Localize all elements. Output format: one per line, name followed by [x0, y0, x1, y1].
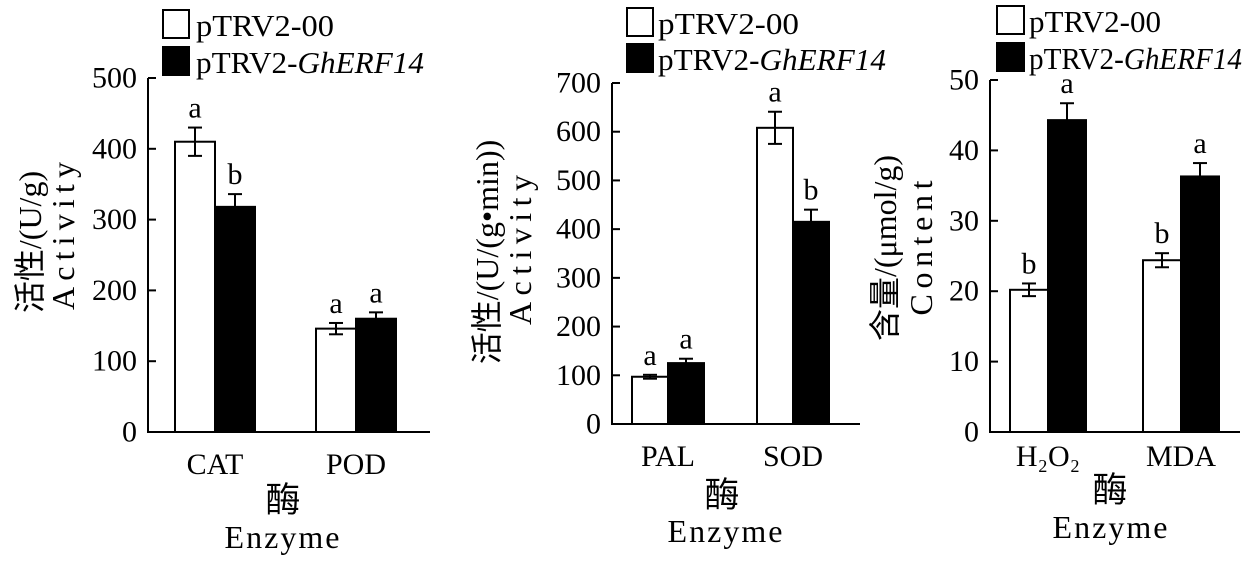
y-tick-label-10: 10: [949, 345, 979, 378]
y-axis-label-chinese: 含量/(μmol/g): [867, 155, 903, 341]
error-bar-sod-ptrv2-gherf14: [804, 208, 818, 236]
legend-swatch-ptrv2-00: [626, 7, 654, 37]
legend-label-plain-part: pTRV2-: [658, 42, 759, 77]
y-tick-label-200: 200: [556, 310, 601, 343]
x-axis-label-chinese: 酶: [1092, 471, 1127, 510]
y-tick-label-0: 0: [964, 416, 979, 449]
y-tick-label-500: 500: [92, 62, 137, 95]
y-tick-label-300: 300: [92, 203, 137, 236]
bar-sod-ptrv2-gherf14: [792, 220, 830, 425]
bar-pod-ptrv2-gherf14: [355, 317, 397, 433]
bar-pal-ptrv2-gherf14: [667, 362, 705, 426]
x-category-label-sod: SOD: [763, 440, 823, 473]
legend-label-ptrv2-00: pTRV2-00: [196, 8, 334, 43]
bar-pal-ptrv2-00: [631, 375, 669, 425]
error-bar-sod-ptrv2-00: [768, 110, 782, 145]
x-category-label-mda: MDA: [1146, 440, 1216, 473]
legend-label-ptrv2-gherf14: pTRV2-GhERF14: [1029, 41, 1242, 76]
x-axis-label-english: Enzyme: [225, 519, 340, 555]
significance-letter-h2o2-ptrv2-gherf14: a: [1060, 67, 1073, 100]
y-tick-label-20: 20: [949, 275, 979, 308]
legend-label-italic-part: GhERF14: [759, 42, 886, 77]
x-category-label-pod: POD: [326, 448, 386, 481]
legend-swatch-ptrv2-gherf14: [162, 46, 190, 76]
significance-letter-h2o2-ptrv2-00: b: [1022, 247, 1037, 280]
x-category-label-h2o2: H₂O₂: [1016, 440, 1080, 473]
bar-mda-ptrv2-gherf14: [1180, 175, 1220, 433]
legend-swatch-ptrv2-gherf14: [996, 42, 1025, 72]
legend-swatch-ptrv2-00: [996, 5, 1025, 35]
x-category-label-cat: CAT: [187, 448, 244, 481]
error-bar-h2o2-ptrv2-gherf14: [1060, 102, 1074, 139]
error-bar-h2o2-ptrv2-00: [1022, 282, 1036, 298]
y-axis-label-chinese: 活性/(U/(g•min)): [469, 140, 505, 365]
bar-sod-ptrv2-00: [756, 126, 794, 426]
x-axis-label-english: Enzyme: [1053, 509, 1168, 545]
y-tick-label-50: 50: [949, 64, 979, 97]
y-tick-label-700: 700: [556, 67, 601, 100]
y-tick-label-400: 400: [92, 132, 137, 165]
error-bar-cat-ptrv2-gherf14: [228, 193, 242, 221]
legend-label-ptrv2-gherf14: pTRV2-GhERF14: [658, 42, 886, 77]
y-tick-label-30: 30: [949, 204, 979, 237]
legend-label-plain-part: pTRV2-: [196, 45, 297, 80]
y-tick-label-500: 500: [556, 164, 601, 197]
y-axis-label-chinese: 活性/(U/g): [12, 171, 48, 313]
legend-label-ptrv2-00: pTRV2-00: [1029, 4, 1161, 39]
y-tick-label-0: 0: [122, 416, 137, 449]
error-bar-pal-ptrv2-gherf14: [679, 357, 693, 369]
bar-mda-ptrv2-00: [1142, 259, 1182, 433]
significance-letter-pal-ptrv2-gherf14: a: [679, 323, 692, 356]
legend-label-ptrv2-00: pTRV2-00: [658, 6, 799, 41]
bar-cat-ptrv2-00: [174, 140, 216, 433]
significance-letter-pal-ptrv2-00: a: [643, 339, 656, 372]
significance-letter-cat-ptrv2-00: a: [188, 92, 201, 125]
y-axis-label-english: Activity: [502, 175, 538, 325]
significance-letter-sod-ptrv2-gherf14: b: [804, 174, 819, 207]
chart-marks: 0 10 20 30 40 50 b a H₂O₂ b a MDA pTRV2-00pTRV2-GhER…: [949, 4, 1242, 473]
x-axis-label-chinese: 酶: [704, 476, 739, 515]
y-tick-label-400: 400: [556, 213, 601, 246]
error-bar-pod-ptrv2-gherf14: [369, 311, 383, 327]
y-tick-label-100: 100: [556, 359, 601, 392]
legend-label-italic-part: GhERF14: [1124, 41, 1242, 76]
significance-letter-mda-ptrv2-gherf14: a: [1193, 127, 1206, 160]
y-axis-label-english: Activity: [45, 162, 81, 310]
error-bar-pod-ptrv2-00: [329, 321, 343, 336]
bar-cat-ptrv2-gherf14: [214, 205, 256, 433]
bar-pod-ptrv2-00: [315, 327, 357, 433]
significance-letter-pod-ptrv2-00: a: [329, 287, 342, 320]
legend-label-ptrv2-gherf14: pTRV2-GhERF14: [196, 45, 424, 80]
x-axis-label-english: Enzyme: [668, 513, 783, 549]
x-category-label-pal: PAL: [641, 440, 695, 473]
y-tick-label-40: 40: [949, 134, 979, 167]
y-axis-label-english: Content: [903, 180, 939, 315]
significance-letter-sod-ptrv2-00: a: [768, 76, 781, 109]
y-tick-label-600: 600: [556, 115, 601, 148]
bar-h2o2-ptrv2-gherf14: [1047, 119, 1087, 434]
y-tick-label-300: 300: [556, 261, 601, 294]
legend-swatch-ptrv2-gherf14: [626, 43, 654, 73]
chart-h2o2-mda-content: 0 10 20 30 40 50 b a H₂O₂ b a MDA pTRV2-00pTRV2-GhER…: [867, 4, 1242, 545]
bar-h2o2-ptrv2-00: [1009, 288, 1049, 433]
error-bar-cat-ptrv2-00: [188, 126, 202, 157]
legend-label-plain-part: pTRV2-: [1029, 41, 1124, 76]
legend-label-italic-part: GhERF14: [297, 45, 424, 80]
error-bar-mda-ptrv2-00: [1155, 252, 1169, 269]
x-axis-label-chinese: 酶: [265, 481, 300, 520]
significance-letter-mda-ptrv2-00: b: [1155, 217, 1170, 250]
significance-letter-cat-ptrv2-gherf14: b: [228, 158, 243, 191]
legend-swatch-ptrv2-00: [162, 9, 190, 39]
y-tick-label-100: 100: [92, 345, 137, 378]
significance-letter-pod-ptrv2-gherf14: a: [369, 276, 382, 309]
error-bar-pal-ptrv2-00: [643, 373, 657, 380]
y-tick-label-0: 0: [586, 408, 601, 441]
error-bar-mda-ptrv2-gherf14: [1193, 162, 1207, 191]
y-tick-label-200: 200: [92, 274, 137, 307]
